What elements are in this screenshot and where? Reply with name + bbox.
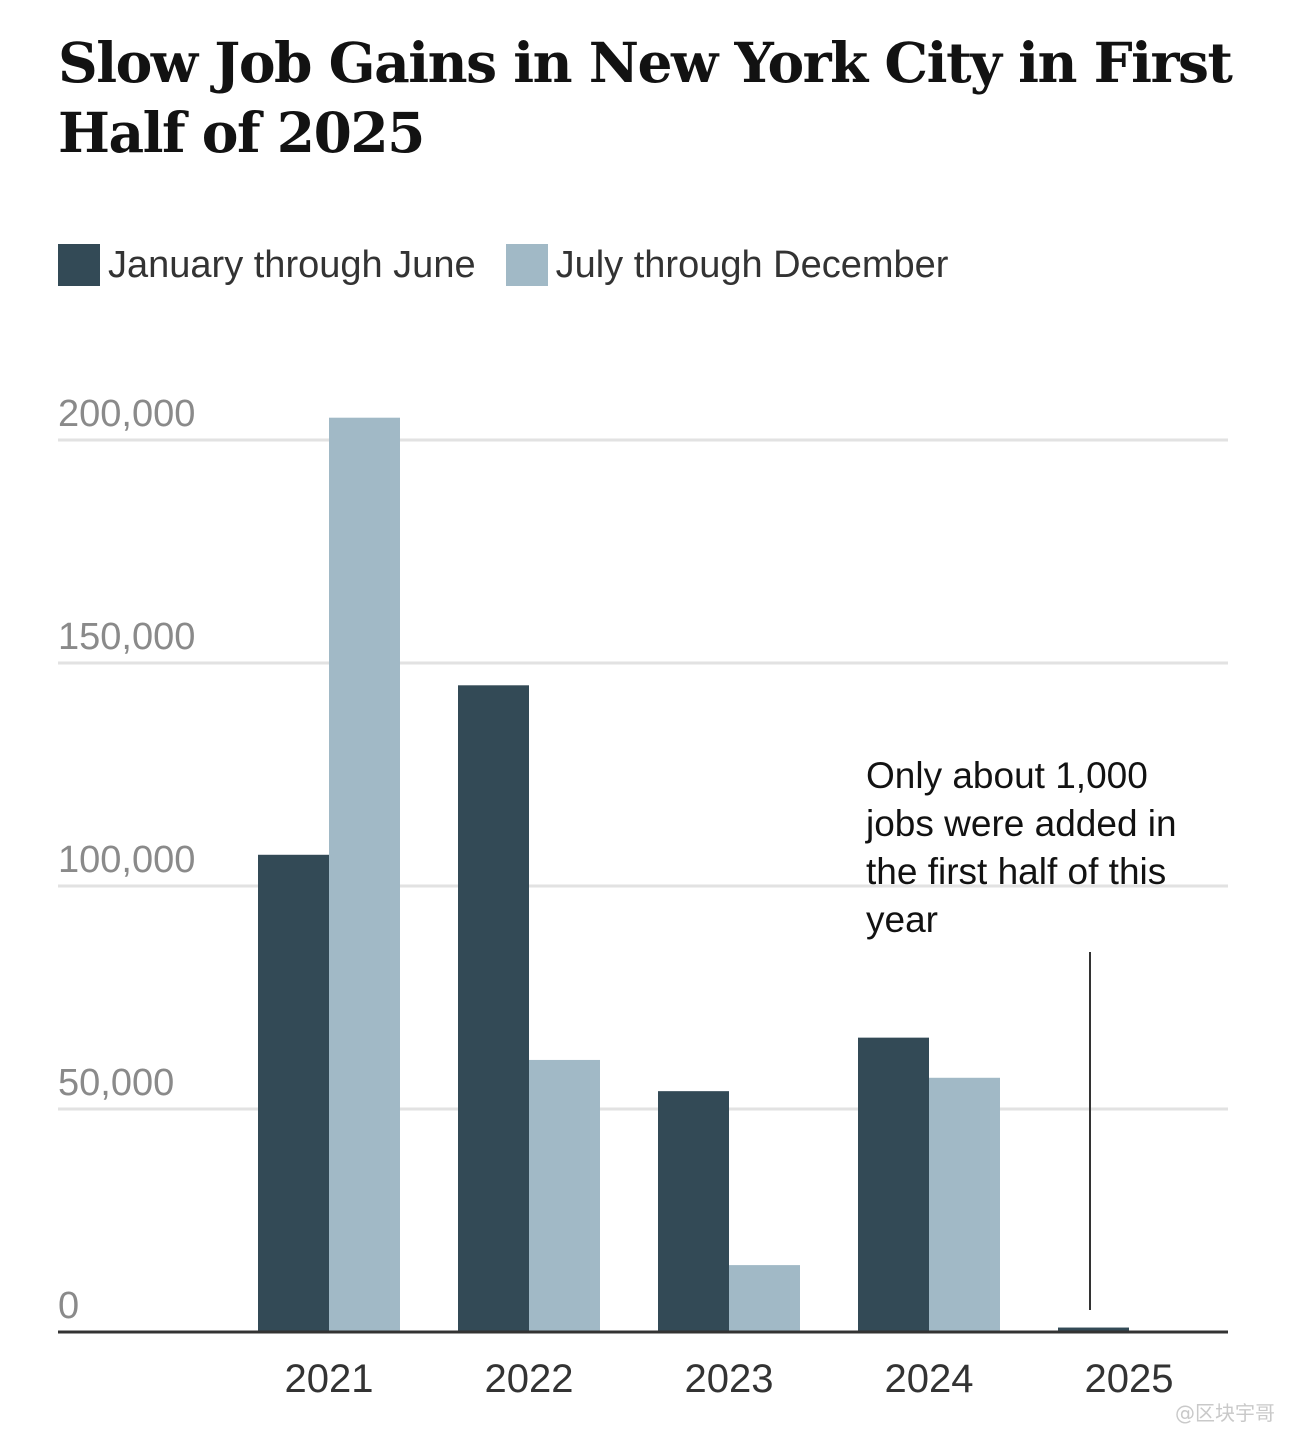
bar-2023-second-half xyxy=(729,1265,800,1332)
x-tick-label: 2023 xyxy=(685,1357,774,1401)
bar-2021-second-half xyxy=(329,417,400,1332)
bar-2023-first-half xyxy=(658,1091,729,1332)
bar-2024-first-half xyxy=(858,1037,929,1332)
watermark: @区块宇哥 xyxy=(1175,1401,1275,1425)
bar-2022-first-half xyxy=(458,685,529,1332)
chart-title: Slow Job Gains in New York City in First… xyxy=(58,30,1233,165)
y-tick-label: 100,000 xyxy=(58,839,195,881)
legend-label-first-half: January through June xyxy=(108,243,476,286)
bar-2021-first-half xyxy=(258,854,329,1332)
x-tick-label: 2024 xyxy=(885,1357,974,1401)
legend-label-second-half: July through December xyxy=(555,243,949,286)
bar-2022-second-half xyxy=(529,1059,600,1332)
legend-swatch-first-half xyxy=(58,244,100,286)
y-tick-label: 200,000 xyxy=(58,393,195,435)
bar-2025-first-half xyxy=(1058,1327,1129,1332)
legend-item-second-half: July through December xyxy=(505,243,949,287)
legend-swatch-second-half xyxy=(505,244,548,286)
x-tick-label: 2021 xyxy=(285,1357,374,1401)
y-tick-label: 50,000 xyxy=(58,1062,174,1104)
y-tick-label: 150,000 xyxy=(58,616,195,658)
annotation-text: the first half of this xyxy=(866,851,1166,892)
legend: January through June July through Decemb… xyxy=(58,240,978,290)
legend-item-first-half: January through June xyxy=(58,244,476,287)
bar-2024-second-half xyxy=(929,1077,1000,1332)
annotation-text: jobs were added in xyxy=(865,803,1177,844)
x-tick-label: 2022 xyxy=(485,1357,574,1401)
y-tick-label: 0 xyxy=(58,1285,79,1327)
annotation-text: Only about 1,000 xyxy=(866,755,1148,796)
annotation-text: year xyxy=(866,899,938,940)
x-tick-label: 2025 xyxy=(1085,1357,1174,1401)
